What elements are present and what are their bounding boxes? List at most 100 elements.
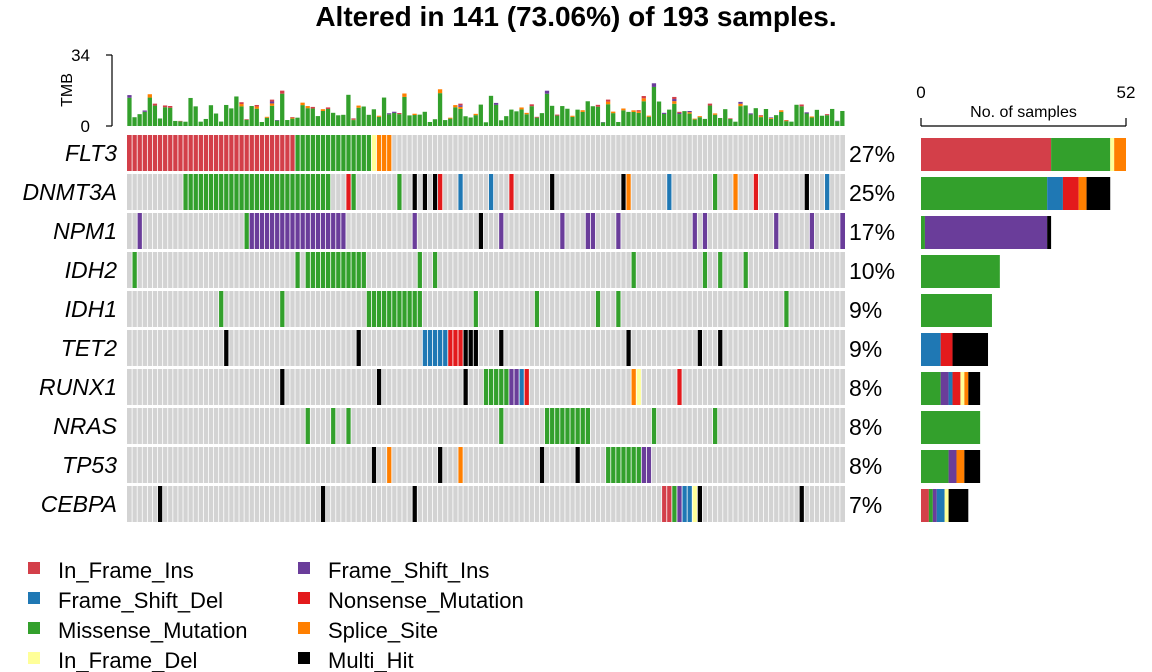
count-bar — [1086, 177, 1111, 210]
tmb-bar — [453, 105, 458, 108]
mutation-cell — [345, 408, 352, 444]
tmb-bar — [178, 121, 183, 126]
mutation-cell — [198, 174, 204, 210]
mutation-cell — [437, 174, 443, 210]
tmb-bar — [361, 106, 366, 126]
tmb-bar — [819, 115, 825, 126]
tmb-bar — [458, 108, 463, 126]
mutation-cell — [773, 213, 779, 249]
mutation-cell — [631, 252, 637, 288]
mutation-cell — [172, 135, 178, 171]
percent-label: 8% — [849, 453, 882, 479]
gene-label: FLT3 — [65, 140, 117, 166]
tmb-bar — [763, 108, 769, 126]
percent-label: 8% — [849, 414, 882, 440]
mutation-cell — [193, 174, 199, 210]
mutation-cell — [692, 486, 698, 522]
legend-swatch — [298, 562, 310, 574]
tmb-tick-label: 0 — [81, 117, 90, 136]
mutation-cell — [249, 213, 255, 249]
tmb-bar — [320, 110, 326, 126]
tmb-bar — [264, 117, 270, 126]
mutation-cell — [615, 291, 621, 327]
tmb-bar — [677, 112, 682, 115]
tmb-bar — [595, 104, 601, 107]
tmb-bar — [310, 106, 315, 109]
mutation-cell — [386, 447, 392, 483]
tmb-bar — [641, 96, 646, 99]
tmb-bar — [636, 111, 641, 113]
count-bar — [956, 450, 965, 483]
mutation-cell — [320, 213, 326, 249]
mutation-cell — [284, 174, 290, 210]
tmb-bar — [809, 117, 814, 126]
mutation-cell — [310, 135, 316, 171]
mutation-cell — [534, 291, 540, 327]
mutation-cell — [289, 213, 296, 249]
tmb-bar — [707, 105, 713, 126]
mutation-cell — [799, 486, 805, 522]
mutation-cell — [626, 447, 632, 483]
mutation-cell — [493, 369, 499, 405]
mutation-cell — [412, 213, 418, 249]
mutation-cell — [183, 174, 189, 210]
tmb-bar — [580, 110, 585, 112]
tmb-bar — [555, 114, 560, 116]
tmb-bar — [697, 117, 702, 126]
tmb-bar — [687, 113, 692, 126]
mutation-cell — [676, 369, 683, 405]
tmb-bar — [274, 120, 280, 121]
tmb-bar — [830, 108, 835, 126]
mutation-cell — [732, 174, 739, 210]
mutation-cell — [575, 447, 581, 483]
mutation-cell — [310, 252, 316, 288]
tmb-bar — [677, 111, 682, 113]
tmb-bar — [687, 112, 692, 114]
count-bar — [921, 372, 941, 405]
tmb-bar — [443, 120, 448, 126]
gene-label: TET2 — [61, 335, 117, 361]
tmb-bar — [458, 106, 463, 109]
tmb-bar — [768, 117, 774, 119]
mutation-cell — [213, 174, 219, 210]
tmb-bar — [840, 110, 845, 126]
tmb-bar — [753, 108, 758, 126]
mutation-cell — [580, 408, 586, 444]
mutation-cell — [396, 291, 402, 327]
tmb-bar — [463, 116, 468, 126]
mutation-cell — [661, 486, 667, 522]
count-tick-label: 0 — [916, 83, 925, 102]
mutation-cell — [468, 330, 474, 366]
count-bar — [936, 489, 945, 522]
tmb-bar — [173, 120, 178, 126]
tmb-bar — [519, 109, 524, 126]
mutation-cell — [193, 135, 199, 171]
mutation-cell — [376, 291, 382, 327]
mutation-cell — [188, 135, 194, 171]
mutation-cell — [340, 252, 346, 288]
tmb-bar — [422, 111, 427, 126]
tmb-bar — [183, 121, 188, 126]
percent-label: 8% — [849, 375, 882, 401]
count-bar — [940, 372, 949, 405]
tmb-bar — [677, 114, 682, 126]
mutation-cell — [284, 135, 290, 171]
tmb-bar — [269, 101, 275, 104]
mutation-cell — [417, 252, 423, 288]
mutation-cell — [590, 213, 596, 249]
tmb-bar — [641, 101, 646, 126]
tmb-bar — [636, 110, 641, 112]
tmb-bar — [626, 111, 631, 126]
mutation-cell — [671, 486, 677, 522]
mutation-cell — [330, 252, 336, 288]
mutation-cell — [457, 330, 464, 366]
tmb-bar — [162, 105, 168, 108]
percent-label: 27% — [849, 141, 895, 167]
tmb-bar — [580, 111, 585, 126]
mutation-cell — [254, 135, 260, 171]
mutation-cell — [233, 174, 240, 210]
gene-row-bg — [127, 330, 845, 366]
tmb-bar — [605, 104, 611, 126]
count-bar — [921, 411, 981, 444]
